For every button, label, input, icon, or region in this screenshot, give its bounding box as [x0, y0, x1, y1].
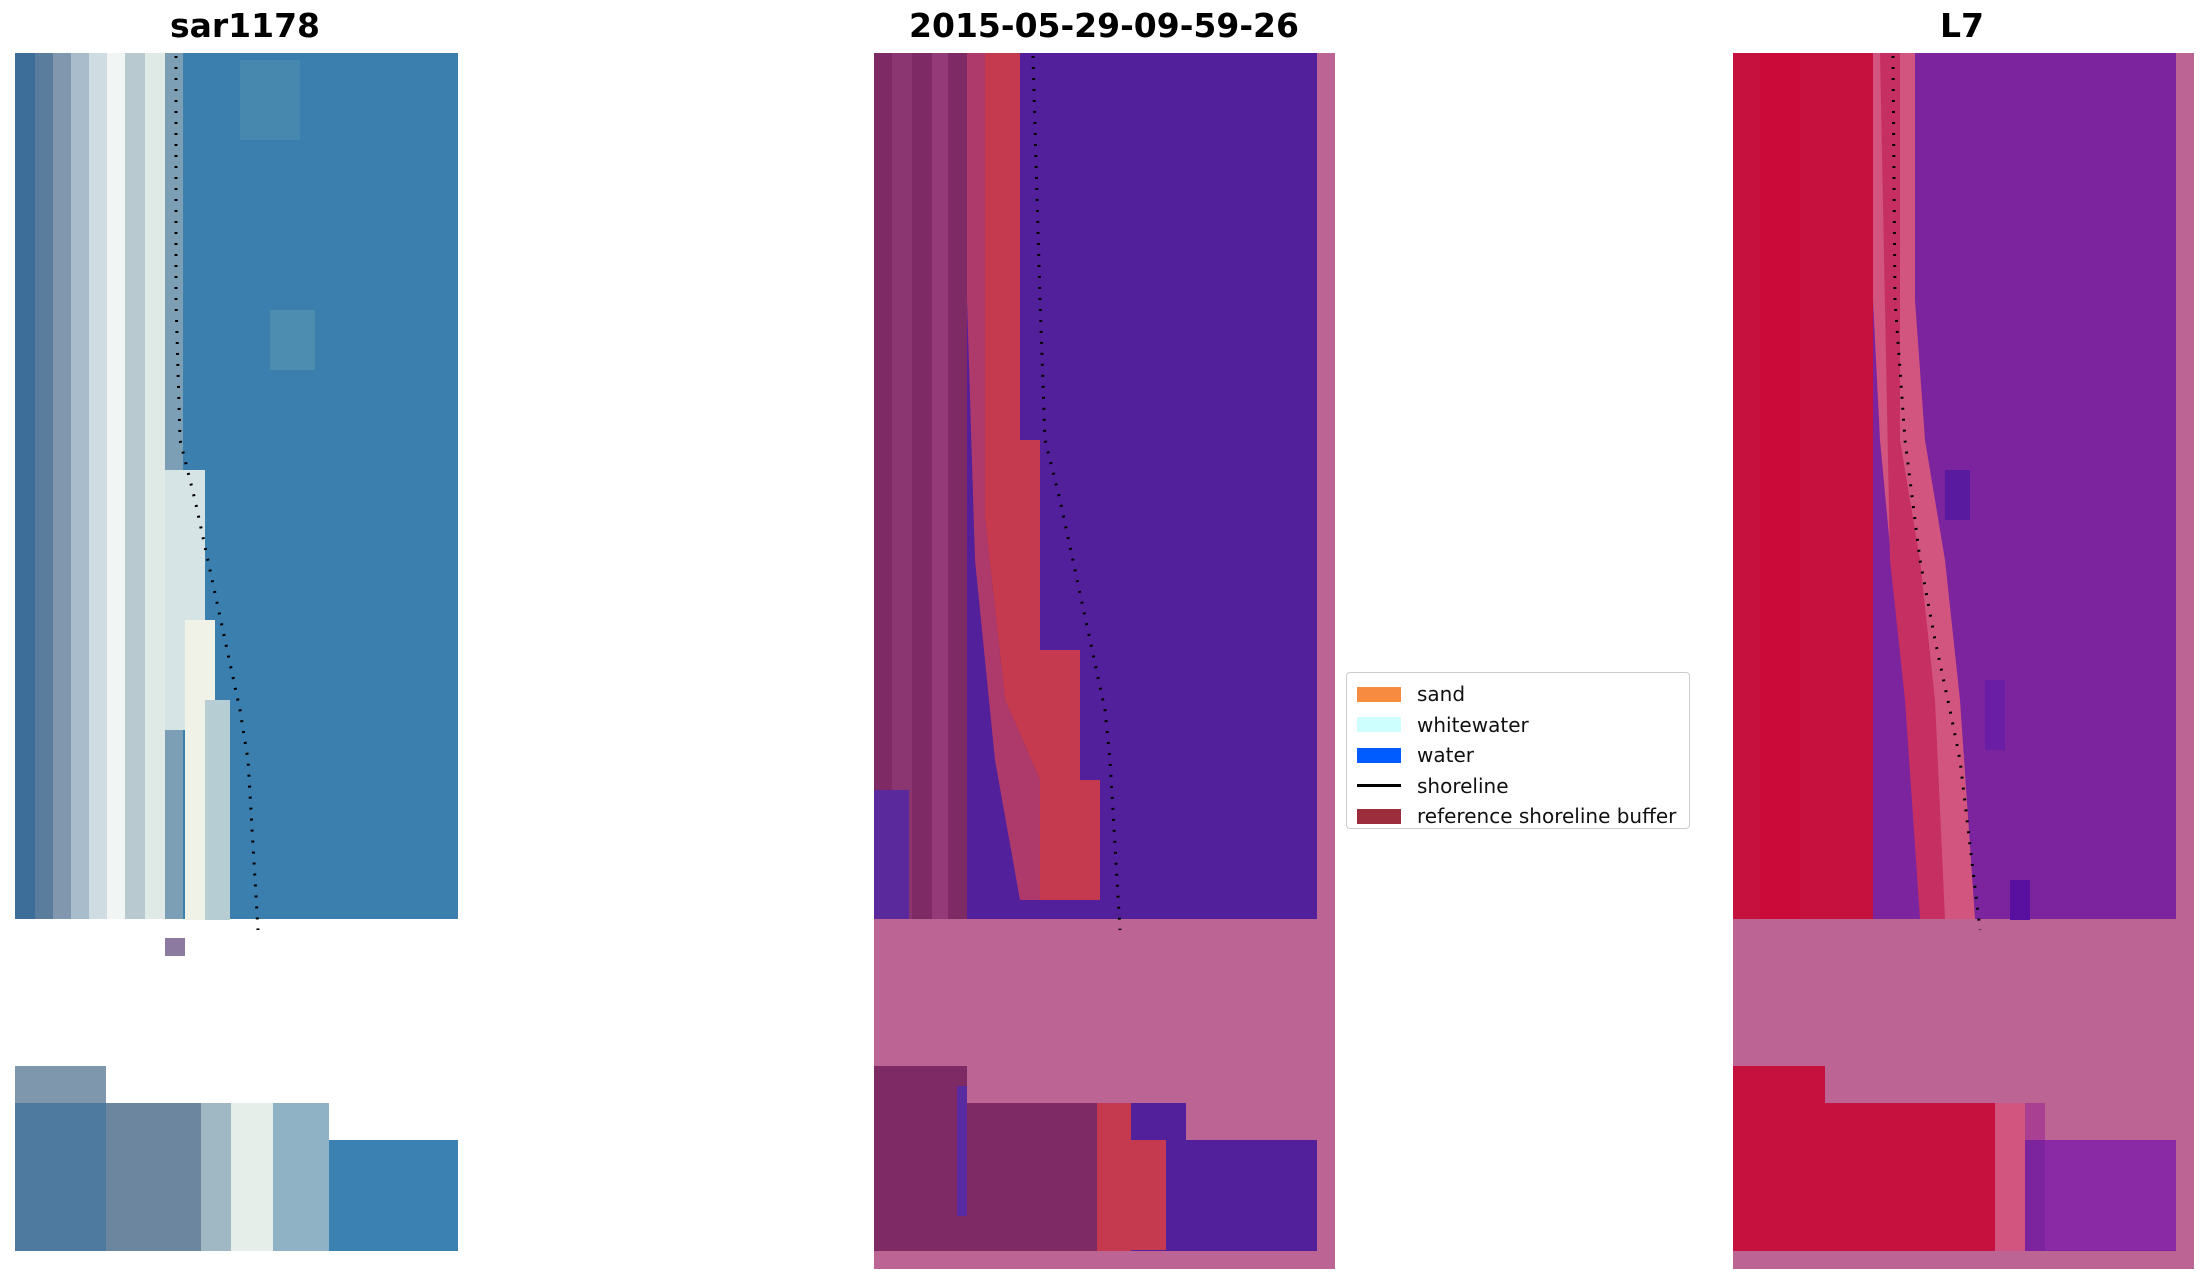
legend-item-whitewater: whitewater — [1347, 710, 1689, 741]
water-swatch — [1357, 747, 1401, 763]
rgb-image — [15, 53, 458, 1251]
legend-label-water: water — [1417, 743, 1474, 768]
legend-item-water: water — [1347, 740, 1689, 771]
legend: sand whitewater water shoreline referenc… — [1346, 672, 1690, 829]
legend-item-sand: sand — [1347, 679, 1689, 710]
panel-title-classified: 2015-05-29-09-59-26 — [909, 6, 1299, 45]
legend-label-whitewater: whitewater — [1417, 712, 1529, 737]
legend-label-sand: sand — [1417, 682, 1466, 707]
whitewater-swatch — [1357, 717, 1401, 733]
sand-swatch — [1357, 686, 1401, 702]
shoreline-classified — [1031, 55, 1122, 931]
legend-item-shoreline: shoreline — [1347, 771, 1689, 802]
shoreline-rgb — [174, 56, 260, 931]
index-image — [1733, 53, 2194, 1269]
shoreline-line-swatch — [1357, 784, 1401, 788]
panel-title-index: L7 — [1940, 6, 1984, 45]
legend-label-shoreline: shoreline — [1417, 773, 1509, 798]
panel-title-rgb: sar1178 — [169, 6, 321, 45]
legend-item-reference-buffer: reference shoreline buffer — [1347, 801, 1689, 832]
reference-buffer-swatch — [1357, 808, 1401, 824]
classified-image — [874, 53, 1335, 1269]
legend-label-reference-buffer: reference shoreline buffer — [1417, 804, 1677, 829]
